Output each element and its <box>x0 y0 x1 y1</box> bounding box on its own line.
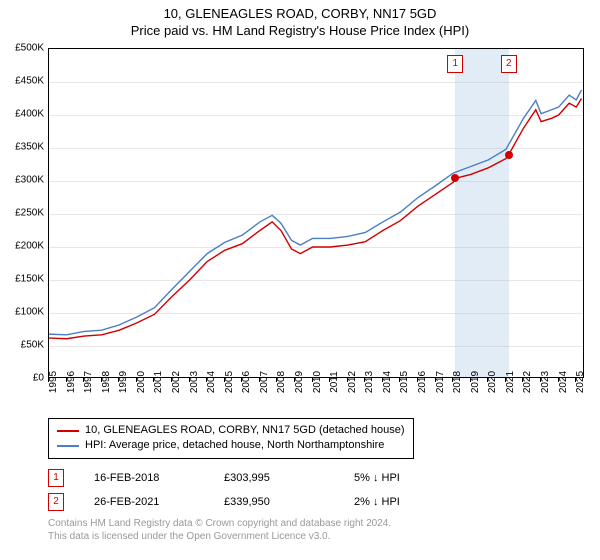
event-row-marker: 2 <box>48 493 64 511</box>
x-axis-label: 1997 <box>83 371 94 393</box>
x-axis-label: 2025 <box>575 371 586 393</box>
x-axis-label: 2002 <box>171 371 182 393</box>
y-axis-label: £500K <box>15 43 44 54</box>
x-axis-label: 2001 <box>153 371 164 393</box>
legend-swatch <box>57 430 79 432</box>
x-axis-label: 1998 <box>101 371 112 393</box>
chart-lines <box>49 49 585 379</box>
series-hpi <box>49 90 581 335</box>
event-delta: 2% ↓ HPI <box>354 496 454 508</box>
x-axis-label: 2003 <box>189 371 200 393</box>
x-axis-label: 2013 <box>364 371 375 393</box>
y-axis-label: £150K <box>15 274 44 285</box>
x-axis-label: 2004 <box>206 371 217 393</box>
event-date: 26-FEB-2021 <box>94 496 194 508</box>
chart: 12 £0£50K£100K£150K£200K£250K£300K£350K£… <box>48 48 584 378</box>
x-axis-label: 2010 <box>312 371 323 393</box>
x-axis-label: 2023 <box>540 371 551 393</box>
title-line-1: 10, GLENEAGLES ROAD, CORBY, NN17 5GD <box>0 6 600 23</box>
legend-row: 10, GLENEAGLES ROAD, CORBY, NN17 5GD (de… <box>57 423 405 438</box>
footer: Contains HM Land Registry data © Crown c… <box>48 517 584 543</box>
series-property <box>49 99 581 339</box>
y-axis-label: £50K <box>21 340 44 351</box>
x-axis-label: 2019 <box>470 371 481 393</box>
x-axis-label: 2021 <box>505 371 516 393</box>
x-axis-label: 2015 <box>399 371 410 393</box>
footer-line-2: This data is licensed under the Open Gov… <box>48 530 584 543</box>
legend-label: 10, GLENEAGLES ROAD, CORBY, NN17 5GD (de… <box>85 423 405 438</box>
x-axis-label: 2022 <box>522 371 533 393</box>
y-axis-label: £300K <box>15 175 44 186</box>
legend-label: HPI: Average price, detached house, Nort… <box>85 438 384 453</box>
x-axis-label: 1999 <box>118 371 129 393</box>
x-axis-label: 2008 <box>276 371 287 393</box>
x-axis-label: 2014 <box>382 371 393 393</box>
x-axis-label: 1996 <box>66 371 77 393</box>
x-axis-label: 2000 <box>136 371 147 393</box>
legend-row: HPI: Average price, detached house, Nort… <box>57 438 405 453</box>
y-axis-label: £450K <box>15 76 44 87</box>
x-axis-label: 2006 <box>241 371 252 393</box>
x-axis-label: 2007 <box>259 371 270 393</box>
x-axis-label: 1995 <box>48 371 59 393</box>
event-row: 1 16-FEB-2018 £303,995 5% ↓ HPI <box>48 469 584 487</box>
event-row: 2 26-FEB-2021 £339,950 2% ↓ HPI <box>48 493 584 511</box>
x-axis-label: 2016 <box>417 371 428 393</box>
x-axis-label: 2005 <box>224 371 235 393</box>
event-row-marker: 1 <box>48 469 64 487</box>
y-axis-label: £350K <box>15 142 44 153</box>
y-axis-label: £0 <box>33 373 44 384</box>
event-dot <box>505 151 513 159</box>
legend-box: 10, GLENEAGLES ROAD, CORBY, NN17 5GD (de… <box>48 418 414 459</box>
y-axis-label: £100K <box>15 307 44 318</box>
title-line-2: Price paid vs. HM Land Registry's House … <box>0 23 600 40</box>
y-axis-label: £200K <box>15 241 44 252</box>
event-price: £339,950 <box>224 496 324 508</box>
legend-swatch <box>57 445 79 447</box>
event-delta: 5% ↓ HPI <box>354 472 454 484</box>
y-axis-label: £400K <box>15 109 44 120</box>
event-dot <box>451 174 459 182</box>
event-marker-1: 1 <box>447 55 463 73</box>
event-date: 16-FEB-2018 <box>94 472 194 484</box>
events-table: 1 16-FEB-2018 £303,995 5% ↓ HPI 2 26-FEB-2021… <box>48 469 584 511</box>
y-axis-label: £250K <box>15 208 44 219</box>
x-axis-label: 2009 <box>294 371 305 393</box>
legend-area: 10, GLENEAGLES ROAD, CORBY, NN17 5GD (de… <box>48 418 584 543</box>
x-axis-label: 2020 <box>487 371 498 393</box>
event-price: £303,995 <box>224 472 324 484</box>
x-axis-label: 2024 <box>558 371 569 393</box>
x-axis-label: 2018 <box>452 371 463 393</box>
event-marker-2: 2 <box>501 55 517 73</box>
footer-line-1: Contains HM Land Registry data © Crown c… <box>48 517 584 530</box>
plot-area: 12 <box>48 48 584 378</box>
x-axis-label: 2011 <box>329 371 340 393</box>
x-axis-label: 2017 <box>435 371 446 393</box>
x-axis-label: 2012 <box>347 371 358 393</box>
